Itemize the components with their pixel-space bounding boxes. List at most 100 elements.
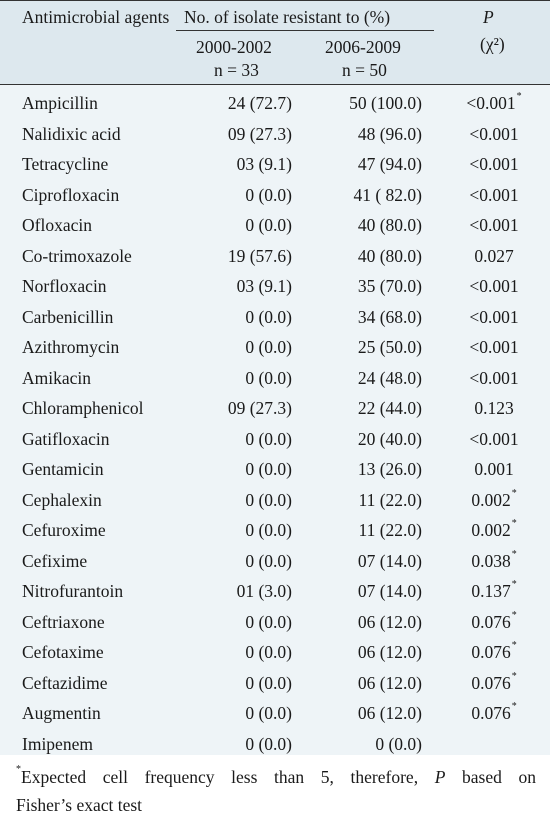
- resistance-2006-2009: 48 (96.0): [358, 119, 422, 150]
- resistance-2006-2009-text: 35 (70.0): [357, 276, 422, 296]
- resistance-2006-2009-text: 06 (12.0): [357, 611, 422, 632]
- resistance-2000-2002: 0 (0.0): [245, 302, 292, 333]
- agent-name: Ciprofloxacin: [22, 180, 119, 211]
- p-value-text: 0.076: [471, 642, 511, 662]
- resistance-2006-2009: 06 (12.0): [358, 668, 422, 699]
- resistance-2000-2002: 0 (0.0): [245, 546, 292, 577]
- agent-name-text: Gatifloxacin: [22, 428, 110, 449]
- resistance-2006-2009-text: 41 ( 82.0): [353, 184, 422, 205]
- resistance-2000-2002: 0 (0.0): [245, 332, 292, 363]
- agent-name: Gentamicin: [22, 454, 104, 485]
- agent-name-text: Ampicillin: [22, 93, 98, 113]
- resistance-2006-2009: 40 (80.0): [358, 241, 422, 272]
- p-value: <0.001: [452, 210, 536, 241]
- agent-name: Ceftriaxone: [22, 607, 105, 638]
- resistance-2000-2002-text: 09 (27.3): [227, 123, 292, 144]
- resistance-2006-2009-text: 07 (14.0): [357, 581, 422, 601]
- resistance-2000-2002: 0 (0.0): [245, 668, 292, 699]
- resistance-2006-2009: 35 (70.0): [358, 271, 422, 302]
- resistance-2000-2002: 0 (0.0): [245, 515, 292, 546]
- p-value-text: <0.001: [469, 123, 519, 144]
- agent-name: Cefotaxime: [22, 637, 104, 668]
- agent-name-text: Amikacin: [22, 367, 92, 388]
- resistance-2000-2002: 19 (57.6): [228, 241, 292, 272]
- resistance-2000-2002-text: 0 (0.0): [245, 367, 292, 388]
- resistance-2000-2002-text: 03 (9.1): [236, 154, 292, 174]
- resistance-2006-2009: 06 (12.0): [358, 607, 422, 638]
- fisher-test-marker: *: [511, 670, 517, 682]
- header-chi-square: (χ²): [480, 34, 505, 54]
- fisher-test-marker: *: [511, 701, 517, 713]
- p-value: 0.137*: [452, 576, 536, 607]
- table-row: Cefotaxime 0 (0.0) 06 (12.0) 0.076*: [0, 637, 550, 668]
- p-value: 0.002*: [452, 515, 536, 546]
- agent-name-text: Ciprofloxacin: [22, 184, 120, 205]
- agent-name: Cephalexin: [22, 485, 102, 516]
- p-value: <0.001: [452, 302, 536, 333]
- p-value-text: <0.001: [469, 337, 519, 357]
- resistance-2006-2009-text: 13 (26.0): [357, 459, 422, 479]
- resistance-2006-2009-text: 06 (12.0): [357, 672, 422, 693]
- resistance-2006-2009-text: 22 (44.0): [357, 398, 422, 418]
- header-n-2006-2009: n = 50: [342, 60, 387, 80]
- agent-name-text: Norfloxacin: [22, 276, 107, 296]
- resistance-2006-2009: 25 (50.0): [358, 332, 422, 363]
- p-value: 0.076*: [452, 698, 536, 729]
- table-row: Cefuroxime 0 (0.0) 11 (22.0) 0.002*: [0, 515, 550, 546]
- p-value-text: <0.001: [469, 367, 519, 388]
- resistance-2000-2002: 0 (0.0): [245, 485, 292, 516]
- resistance-2006-2009: 0 (0.0): [375, 729, 422, 760]
- resistance-2000-2002-text: 19 (57.6): [227, 245, 292, 266]
- p-value: 0.076*: [452, 668, 536, 699]
- table-row: Norfloxacin 03 (9.1) 35 (70.0) <0.001: [0, 271, 550, 302]
- header-period-2000-2002: 2000-2002: [196, 37, 272, 57]
- resistance-2006-2009-text: 11 (22.0): [358, 520, 422, 540]
- footnote-line-2: Fisher’s exact test: [16, 795, 143, 815]
- resistance-2006-2009: 50 (100.0): [349, 88, 422, 119]
- p-value: 0.076*: [452, 637, 536, 668]
- p-value-text: <0.001: [466, 93, 516, 113]
- agent-name-text: Ceftriaxone: [22, 611, 105, 632]
- resistance-2000-2002: 24 (72.7): [228, 88, 292, 119]
- resistance-2000-2002-text: 0 (0.0): [245, 459, 292, 479]
- resistance-2000-2002: 0 (0.0): [245, 424, 292, 455]
- p-value-text: 0.076: [471, 672, 511, 693]
- footnote-text-1: Expected cell frequency less than 5, the…: [21, 767, 419, 787]
- agent-name-text: Azithromycin: [22, 337, 120, 357]
- resistance-2006-2009-text: 50 (100.0): [349, 93, 422, 113]
- resistance-2006-2009: 24 (48.0): [358, 363, 422, 394]
- agent-name: Chloramphenicol: [22, 393, 144, 424]
- resistance-2006-2009: 41 ( 82.0): [353, 180, 422, 211]
- agent-name: Norfloxacin: [22, 271, 107, 302]
- header-period-2006-2009: 2006-2009: [325, 37, 401, 57]
- resistance-2006-2009-text: 25 (50.0): [357, 337, 422, 357]
- resistance-2006-2009-text: 20 (40.0): [357, 428, 422, 449]
- agent-name: Augmentin: [22, 698, 101, 729]
- resistance-2000-2002-text: 0 (0.0): [245, 428, 292, 449]
- resistance-2006-2009: 11 (22.0): [358, 485, 422, 516]
- p-value: <0.001*: [452, 88, 536, 119]
- agent-name-text: Tetracycline: [22, 154, 109, 174]
- agent-name-text: Carbenicillin: [22, 306, 114, 327]
- table-row: Nitrofurantoin 01 (3.0) 07 (14.0) 0.137*: [0, 576, 550, 607]
- p-value: <0.001: [452, 119, 536, 150]
- header-isolate-resistant-group: No. of isolate resistant to (%): [184, 7, 391, 27]
- resistance-2000-2002: 0 (0.0): [245, 607, 292, 638]
- table-row: Gentamicin 0 (0.0) 13 (26.0) 0.001: [0, 454, 550, 485]
- agent-name-text: Ofloxacin: [22, 215, 92, 235]
- table-row: Augmentin 0 (0.0) 06 (12.0) 0.076*: [0, 698, 550, 729]
- p-value: <0.001: [452, 424, 536, 455]
- resistance-2000-2002: 09 (27.3): [228, 393, 292, 424]
- agent-name: Azithromycin: [22, 332, 119, 363]
- resistance-2000-2002: 0 (0.0): [245, 698, 292, 729]
- table-row: Azithromycin 0 (0.0) 25 (50.0) <0.001: [0, 332, 550, 363]
- resistance-2000-2002-text: 03 (9.1): [236, 276, 292, 296]
- top-rule: [0, 0, 550, 1]
- resistance-2006-2009-text: 07 (14.0): [357, 550, 422, 571]
- p-value: 0.001: [452, 454, 536, 485]
- table-row: Ofloxacin 0 (0.0) 40 (80.0) <0.001: [0, 210, 550, 241]
- resistance-2000-2002-text: 0 (0.0): [245, 520, 292, 540]
- resistance-2006-2009-text: 48 (96.0): [357, 123, 422, 144]
- resistance-2006-2009: 34 (68.0): [358, 302, 422, 333]
- fisher-test-marker: *: [511, 609, 517, 621]
